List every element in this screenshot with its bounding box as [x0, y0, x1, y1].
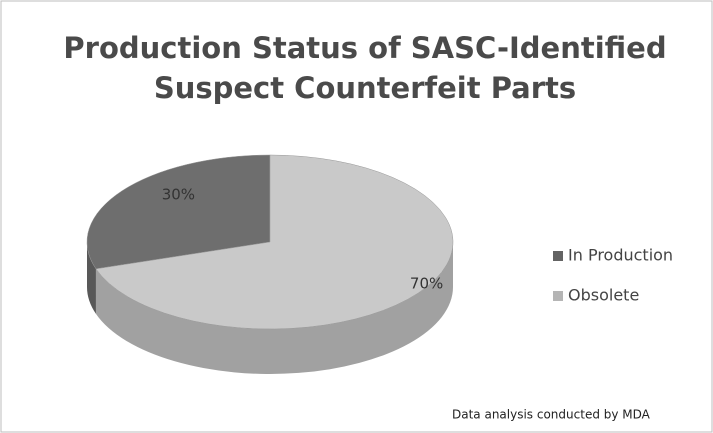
slice-side [95, 242, 453, 374]
chart-title: Production Status of SASC-Identified [63, 31, 666, 65]
slice [95, 154, 454, 330]
slice [86, 154, 271, 270]
data-label: 30% [162, 186, 195, 204]
legend-label: In Production [568, 246, 673, 265]
legend-label: Obsolete [568, 286, 639, 305]
slice-side [87, 242, 96, 314]
chart-title: Suspect Counterfeit Parts [154, 71, 576, 105]
legend-swatch [553, 291, 563, 301]
annotation: Data analysis conducted by MDA [452, 408, 651, 422]
legend-swatch [553, 251, 563, 261]
data-label: 70% [410, 274, 443, 292]
